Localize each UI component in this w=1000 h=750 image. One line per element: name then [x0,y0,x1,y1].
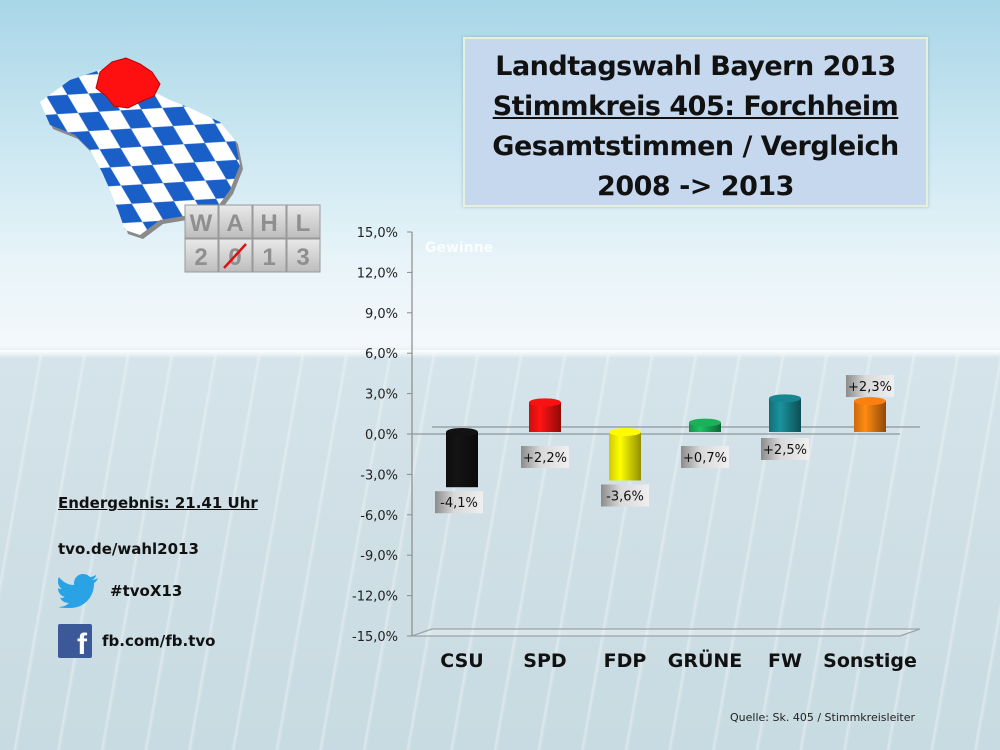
y-tick-label: 3,0% [365,388,398,403]
data-label: +2,2% [523,451,567,466]
svg-text:1: 1 [262,244,275,271]
source-note: Quelle: Sk. 405 / Stimmkreisleiter [730,711,915,724]
bar-cap-fdp [609,428,641,436]
data-label: +2,5% [763,443,807,458]
y-tick-label: -12,0% [352,590,398,605]
data-label-box [521,446,569,468]
svg-text:W: W [190,210,213,237]
faint-chart-label: Gewinne [425,240,493,256]
data-label: -4,1% [440,496,478,511]
bavaria-map-icon [40,70,243,239]
chart-floor [411,628,921,637]
ballot-cross-icon [223,243,247,269]
category-label: FDP [604,650,647,672]
data-label: +0,7% [683,451,727,466]
category-label: FW [768,650,802,672]
bar-spd [529,402,561,432]
data-label-box [761,438,809,460]
bar-csu [446,432,478,488]
y-tick-label: -9,0% [360,549,398,564]
twitter-row[interactable]: #tvoX13 [58,574,182,608]
bar-cap-spd [529,398,561,407]
category-label: CSU [440,650,483,672]
wahl-cubes-icon: W A H L 2 0 1 3 [184,204,321,273]
facebook-icon: f [58,624,92,661]
category-label: GRÜNE [668,648,743,672]
data-label-box [601,484,649,507]
y-tick-label: 15,0% [357,226,398,241]
y-tick-label: -3,0% [360,468,398,483]
bar-cap-fw [769,394,801,403]
forchheim-region-icon [95,57,161,109]
svg-text:A: A [226,210,243,237]
bar-sonstige [854,401,886,432]
final-result-time: Endergebnis: 21.41 Uhr [58,494,258,512]
website-link[interactable]: tvo.de/wahl2013 [58,540,199,558]
y-tick-label: 6,0% [365,347,398,362]
title-line-2: Stimmkreis 405: Forchheim [492,91,899,122]
bar-cap-grüne [689,418,721,427]
svg-text:H: H [260,210,277,237]
data-label-box [435,491,483,514]
data-label: +2,3% [848,380,892,395]
y-tick-label: 9,0% [365,307,398,322]
y-tick-label: -15,0% [352,630,398,645]
bar-grüne [689,422,721,432]
title-box: Landtagswahl Bayern 2013 Stimmkreis 405:… [463,37,928,207]
y-tick-label: -6,0% [360,509,398,524]
wahl-2013-logo: W A H L 2 0 1 3 [40,57,321,273]
category-label: SPD [523,650,566,672]
title-line-4: 2008 -> 2013 [597,171,794,202]
bar-cap-csu [446,428,478,436]
svg-text:2: 2 [194,244,207,271]
side-info: Endergebnis: 21.41 Uhr tvo.de/wahl2013 #… [58,494,258,661]
y-tick-label: 0,0% [365,428,398,443]
title-line-3: Gesamtstimmen / Vergleich [492,131,899,162]
bar-cap-sonstige [854,397,886,406]
y-tick-label: 12,0% [357,266,398,281]
data-label-box [846,375,894,398]
svg-text:L: L [296,210,311,237]
bar-fw [769,398,801,432]
data-label-box [681,446,729,468]
category-label: Sonstige [823,650,917,672]
facebook-row[interactable]: f fb.com/fb.tvo [58,624,216,661]
data-label: -3,6% [606,489,644,504]
bar-fdp [609,432,641,481]
facebook-link: fb.com/fb.tvo [102,632,216,650]
twitter-handle: #tvoX13 [110,582,183,600]
title-line-1: Landtagswahl Bayern 2013 [495,51,896,82]
background-horizon [0,350,1000,358]
twitter-bird-icon [58,574,98,608]
svg-text:3: 3 [296,244,309,271]
